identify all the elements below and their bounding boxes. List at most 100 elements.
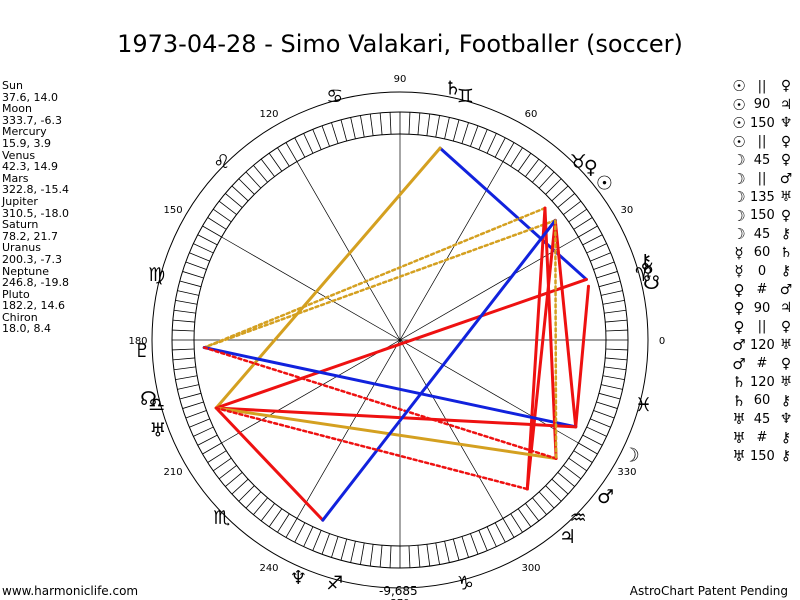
position-coords: 182.2, 14.6 (2, 299, 65, 313)
sign-glyph-pisces: ♓ (635, 394, 652, 416)
aspect-planet-b: ♀ (780, 133, 792, 150)
ring-tick (573, 450, 593, 463)
ring-tick (175, 375, 198, 380)
position-coords: 246.8, -19.8 (2, 276, 69, 290)
aspect-type: 0 (757, 263, 767, 279)
ring-tick (426, 113, 431, 136)
aspect-line-pluto-mars (202, 346, 558, 460)
ring-tick (193, 426, 214, 437)
aspect-planet-a: ☽ (732, 225, 746, 244)
aspect-planet-a: ☉ (732, 132, 746, 151)
moon-icon: ☽ (623, 444, 640, 466)
aspect-planet-b: ♀ (780, 355, 792, 372)
ring-tick (590, 418, 611, 428)
aspect-planet-b: ⚷ (780, 429, 792, 446)
aspect-type: 150 (750, 208, 775, 224)
ring-tick (408, 112, 411, 135)
position-coords: 200.3, -7.3 (2, 252, 62, 266)
ring-tick (218, 465, 237, 480)
aspect-row: ♀ 90 ♃ (728, 299, 798, 318)
ring-tick (582, 234, 603, 246)
aspect-line-sun-jupiter (525, 218, 557, 491)
aspect-type: || (757, 171, 767, 187)
ring-tick (197, 434, 218, 446)
aspect-planet-a: ♄ (732, 391, 746, 410)
ring-tick (294, 137, 306, 158)
ring-tick (253, 497, 268, 515)
ring-tick (360, 542, 365, 565)
aspect-line-venus-pluto (202, 206, 547, 349)
ring-tick (545, 485, 562, 502)
mars-icon: ♂ (597, 486, 614, 508)
aspect-type: || (757, 78, 767, 94)
ring-tick (173, 366, 196, 371)
ring-tick (494, 522, 506, 543)
degree-label: 120 (259, 109, 278, 120)
ring-tick (321, 533, 330, 555)
ring-tick (179, 392, 202, 400)
ring-tick (538, 171, 555, 189)
ring-tick (213, 208, 232, 223)
ring-tick (172, 357, 195, 361)
ring-tick (598, 280, 621, 288)
ring-tick (260, 503, 275, 522)
sign-glyph-capricorn: ♑ (457, 572, 474, 594)
aspect-row: ♅ 45 ♆ (728, 410, 798, 429)
ring-tick (277, 513, 290, 533)
ring-tick (470, 533, 479, 555)
ring-tick (193, 243, 214, 254)
ring-tick (331, 536, 339, 558)
position-coords: 37.6, 14.0 (2, 90, 58, 104)
ring-tick (312, 530, 322, 551)
aspect-row: ☉ 150 ♆ (728, 114, 798, 133)
aspect-list: ☉ || ♀ ☉ 90 ♃ ☉ 150 ♆ ☉ || ♀ ☽ 45 ♀ ☽ || ♂ ☽ 135 ♅ ☽ 150 ♀ ☽ 45 ⚷ ☿… (728, 77, 798, 466)
ring-tick (502, 518, 515, 538)
sign-glyph-gemini: ♊ (457, 86, 474, 108)
aspect-planet-b: ♆ (779, 411, 793, 428)
aspect-planet-a: ♀ (733, 317, 745, 336)
ring-tick (525, 158, 540, 177)
footer-website: www.harmoniclife.com (2, 584, 139, 598)
aspect-planet-b: ♅ (779, 337, 793, 354)
ring-tick (231, 478, 249, 495)
aspect-type: # (756, 356, 768, 372)
aspect-type: 120 (750, 337, 775, 353)
sign-glyph-cancer: ♋ (326, 86, 343, 108)
aspect-type: 90 (753, 97, 771, 113)
planet-positions-list: Sun 37.6, 14.0 Moon 333.7, -6.3 Mercury 15.9,… (2, 80, 69, 335)
ring-tick (557, 472, 575, 487)
sign-spoke (221, 236, 579, 444)
ring-tick (379, 112, 383, 135)
ring-tick (207, 450, 227, 463)
aspect-row: ♄ 120 ♅ (728, 373, 798, 392)
aspect-line-sun-moon (553, 218, 578, 429)
ring-tick (545, 178, 562, 195)
sign-spokes (194, 134, 606, 546)
ring-tick (517, 508, 532, 527)
ring-tick (172, 319, 195, 323)
ring-tick (578, 442, 598, 455)
ring-tick (182, 401, 204, 409)
aspect-row: ☿ 0 ⚷ (728, 262, 798, 281)
ring-tick (213, 457, 232, 472)
ring-tick (417, 545, 421, 568)
sign-glyph-aquarius: ♒ (570, 507, 587, 529)
aspect-lines (202, 146, 591, 522)
degree-label: 180 (128, 336, 147, 347)
ring-tick (185, 410, 207, 419)
ring-tick (502, 142, 515, 162)
sign-glyph-aries: ♈ (635, 264, 652, 286)
aspect-row: ☉ || ♀ (728, 133, 798, 152)
aspect-row: ♅ 150 ⚷ (728, 447, 798, 466)
ring-tick (444, 117, 450, 139)
ring-tick (350, 541, 356, 563)
aspect-type: || (757, 319, 767, 335)
sun-icon: ☉ (596, 173, 613, 195)
aspect-type: 150 (750, 115, 775, 131)
aspect-planet-a: ♀ (733, 299, 745, 318)
chart-stat: -9,685 (379, 584, 418, 598)
outer-circle (151, 91, 649, 589)
ring-tick (605, 319, 628, 323)
ring-tick (582, 434, 603, 446)
